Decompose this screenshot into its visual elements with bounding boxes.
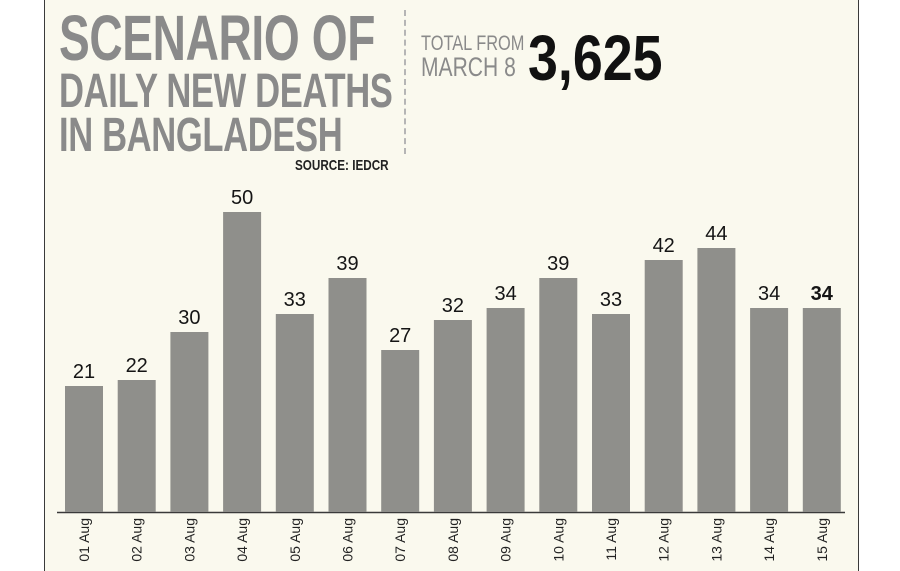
x-tick-label: 07 Aug: [392, 518, 408, 562]
bar-12-aug: [644, 260, 683, 512]
bar-10-aug: [539, 278, 578, 512]
data-label: 44: [705, 223, 727, 245]
total-deaths-value: 3,625: [528, 22, 663, 94]
bar-09-aug: [486, 308, 525, 512]
bar-chart: 21 01 Aug 22 02 Aug 30 03 Aug 50 04 Aug 33 05 Aug…: [57, 187, 845, 562]
bar-04-aug: [223, 212, 262, 512]
total-label-line-2: MARCH 8: [421, 52, 516, 82]
x-tick-label: 06 Aug: [340, 518, 356, 562]
infographic-card: SCENARIO OF DAILY NEW DEATHS IN BANGLADE…: [44, 0, 859, 571]
bar-15-aug: [802, 308, 841, 512]
dashed-divider: [404, 10, 406, 154]
data-label: 39: [336, 253, 358, 275]
x-tick-label: 11 Aug: [603, 518, 619, 561]
data-label: 39: [547, 253, 569, 275]
data-label: 22: [126, 355, 148, 377]
x-tick-label: 01 Aug: [76, 518, 92, 562]
x-tick-label: 02 Aug: [129, 518, 145, 562]
data-label: 42: [653, 235, 675, 257]
x-tick-label: 15 Aug: [814, 518, 830, 562]
data-label: 21: [73, 361, 95, 383]
bar-03-aug: [170, 332, 209, 512]
bar-01-aug: [65, 386, 103, 512]
x-tick-label: 12 Aug: [656, 518, 672, 562]
data-label: 33: [600, 289, 622, 311]
x-tick-label: 08 Aug: [445, 518, 461, 562]
bar-02-aug: [117, 380, 156, 512]
bar-05-aug: [275, 314, 314, 512]
x-tick-label: 03 Aug: [181, 518, 197, 562]
x-tick-label: 04 Aug: [234, 518, 250, 562]
bar-06-aug: [328, 278, 367, 512]
title-line-2: DAILY NEW DEATHS: [59, 65, 393, 118]
bar-14-aug: [750, 308, 789, 512]
bar-13-aug: [697, 248, 736, 512]
bar-11-aug: [592, 314, 630, 512]
data-label: 33: [284, 289, 306, 311]
title-line-3: IN BANGLADESH: [59, 109, 343, 162]
data-label: 27: [389, 325, 411, 347]
x-tick-label: 13 Aug: [708, 518, 724, 562]
x-tick-label: 10 Aug: [550, 518, 566, 562]
x-tick-label: 05 Aug: [287, 518, 303, 562]
data-label: 32: [442, 295, 464, 317]
bar-08-aug: [433, 320, 472, 512]
x-tick-label: 09 Aug: [498, 518, 514, 562]
data-label: 34: [494, 283, 516, 305]
title-line-1: SCENARIO OF: [59, 2, 376, 74]
total-label-line-1: TOTAL FROM: [421, 32, 525, 55]
data-label: 34: [811, 283, 834, 305]
data-label: 50: [231, 187, 253, 209]
data-label: 34: [758, 283, 780, 305]
bar-07-aug: [381, 350, 420, 512]
x-tick-label: 14 Aug: [761, 518, 777, 562]
data-label: 30: [178, 307, 200, 329]
source-label: SOURCE: IEDCR: [295, 157, 389, 174]
